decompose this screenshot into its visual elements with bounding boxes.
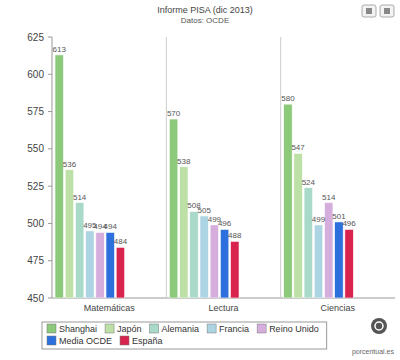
data-label: 538 [177, 157, 191, 166]
data-label: 613 [53, 45, 67, 54]
bar [231, 241, 240, 298]
legend-swatch [120, 336, 129, 345]
annotation: porcentual.es [352, 348, 395, 356]
bar [304, 188, 313, 298]
bar [200, 216, 209, 298]
data-label: 524 [302, 178, 316, 187]
subtitle: Datos: OCDE [181, 16, 229, 25]
bar [284, 104, 293, 298]
bar [65, 170, 74, 298]
bar [180, 167, 189, 298]
legend-box [42, 322, 327, 349]
bar [210, 225, 219, 298]
refresh-button[interactable] [371, 318, 387, 334]
legend-swatch [105, 324, 114, 333]
data-label: 547 [291, 143, 305, 152]
download-button[interactable] [380, 5, 394, 17]
data-label: 484 [114, 237, 128, 246]
bar [169, 119, 178, 298]
legend-label: Francia [219, 324, 249, 334]
y-tick [48, 186, 52, 187]
print-button[interactable] [362, 5, 376, 17]
bar [75, 203, 84, 298]
bar [96, 232, 105, 298]
refresh-circle [371, 318, 387, 334]
category-separator [280, 37, 281, 298]
y-tick [48, 74, 52, 75]
legend-label: Reino Unido [269, 324, 319, 334]
legend: Shanghai Japón Alemania Francia Reino Unido M… [42, 322, 327, 349]
data-label: 580 [281, 94, 295, 103]
bar [345, 229, 354, 298]
y-tick-label: 600 [27, 69, 44, 80]
y-tick [48, 37, 52, 38]
y-tick-label: 525 [27, 181, 44, 192]
chart: Informe PISA (dic 2013)Datos: OCDE 450 475… [0, 0, 400, 360]
y-tick [48, 148, 52, 149]
refresh-glyph [375, 322, 383, 330]
bar [86, 231, 95, 298]
x-tick-label: Lectura [208, 303, 238, 313]
legend-label: Media OCDE [59, 336, 112, 346]
data-label: 514 [73, 193, 87, 202]
print-button-glyph [366, 8, 372, 14]
legend-swatch [150, 324, 159, 333]
y-tick-label: 550 [27, 143, 44, 154]
legend-swatch [257, 324, 266, 333]
data-label: 496 [342, 219, 356, 228]
x-tick-label: Matemáticas [84, 303, 136, 313]
title: Informe PISA (dic 2013) [157, 5, 253, 15]
x-tick-label: Ciencias [321, 303, 356, 313]
bar [314, 225, 323, 298]
y-tick-label: 625 [27, 32, 44, 43]
data-labels: 6135705805365385475145085244955054994944… [53, 45, 357, 246]
legend-label: Alemania [162, 324, 200, 334]
data-label: 494 [104, 222, 118, 231]
legend-label: Japón [117, 324, 142, 334]
y-tick-label: 500 [27, 218, 44, 229]
bar [116, 247, 125, 298]
data-label: 496 [218, 219, 232, 228]
data-label: 536 [63, 160, 77, 169]
bar [294, 153, 303, 298]
data-label: 505 [198, 206, 212, 215]
bars [55, 55, 353, 298]
y-axis-line [52, 37, 53, 298]
data-label: 499 [312, 215, 326, 224]
y-tick [48, 260, 52, 261]
y-tick-label: 475 [27, 255, 44, 266]
y-tick-label: 575 [27, 106, 44, 117]
y-tick-label: 450 [27, 293, 44, 304]
legend-label: España [132, 336, 163, 346]
legend-swatch [47, 324, 56, 333]
print-button-box [362, 5, 376, 17]
y-tick [48, 223, 52, 224]
data-label: 488 [228, 231, 242, 240]
download-button-box [380, 5, 394, 17]
data-label: 570 [167, 109, 181, 118]
legend-swatch [207, 324, 216, 333]
bar [335, 222, 344, 298]
y-tick [48, 298, 52, 299]
bar [55, 55, 64, 298]
y-tick [48, 111, 52, 112]
legend-label: Shanghai [59, 324, 97, 334]
download-button-glyph [384, 8, 390, 14]
bar [190, 211, 199, 298]
category-separator [166, 37, 167, 298]
legend-swatch [47, 336, 56, 345]
data-label: 514 [322, 193, 336, 202]
